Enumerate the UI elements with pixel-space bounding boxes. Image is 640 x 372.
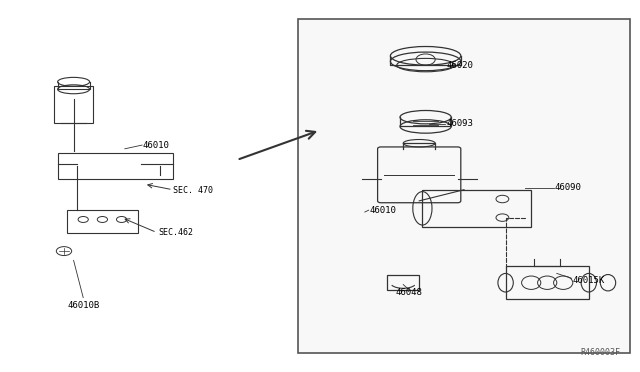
Text: SEC. 470: SEC. 470: [173, 186, 214, 195]
Text: 46015K: 46015K: [573, 276, 605, 285]
Bar: [298, 19, 630, 353]
Text: 46010: 46010: [369, 206, 396, 215]
Bar: [387, 275, 419, 290]
Text: 46010B: 46010B: [67, 301, 99, 310]
Text: 46090: 46090: [555, 183, 582, 192]
Text: 46010: 46010: [143, 141, 170, 150]
Text: R460003F: R460003F: [581, 348, 621, 357]
Bar: [58, 153, 173, 179]
Bar: [67, 210, 138, 232]
Bar: [506, 266, 589, 299]
Text: 46093: 46093: [446, 119, 473, 128]
Bar: [422, 190, 531, 227]
Text: 46020: 46020: [446, 61, 473, 70]
Text: SEC.462: SEC.462: [158, 228, 193, 237]
Text: 46048: 46048: [396, 288, 422, 296]
Bar: [54, 86, 93, 123]
